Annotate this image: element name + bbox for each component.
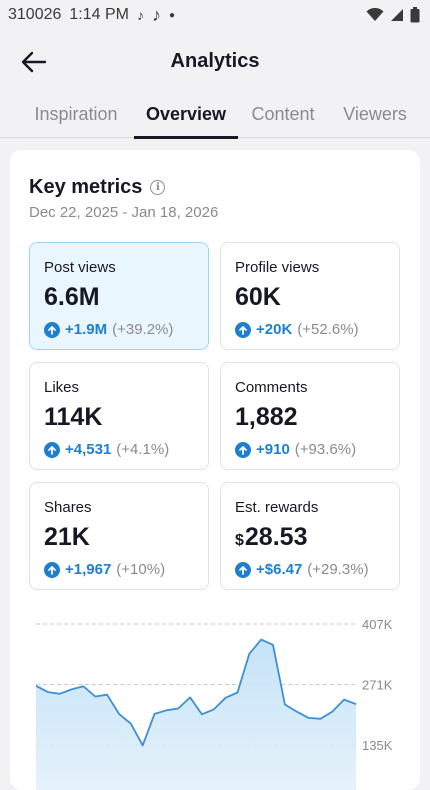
area-fill: [36, 640, 356, 790]
status-right: [366, 7, 420, 23]
key-metrics-heading: Key metrics i: [29, 176, 165, 199]
metric-delta: +20K (+52.6%): [235, 321, 359, 338]
status-time: 1:14 PM: [69, 6, 129, 24]
arrow-up-icon: [44, 442, 60, 458]
metric-value-text: 28.53: [245, 523, 308, 552]
date-range: Dec 22, 2025 - Jan 18, 2026: [29, 204, 218, 221]
tab-viewers[interactable]: Viewers: [341, 92, 409, 138]
info-icon[interactable]: i: [150, 180, 165, 195]
metric-value-text: 60K: [235, 283, 281, 312]
status-bar: 310026 1:14 PM ♪ ♪ ●: [0, 0, 430, 30]
delta-absolute: +$6.47: [256, 561, 302, 578]
metric-value-text: 1,882: [235, 403, 298, 432]
battery-icon: [410, 7, 420, 23]
delta-percent: (+29.3%): [307, 561, 368, 578]
wifi-icon: [366, 8, 384, 22]
page-title: Analytics: [171, 50, 260, 73]
metric-delta: +1.9M (+39.2%): [44, 321, 173, 338]
metric-comments[interactable]: Comments 1,882 +910 (+93.6%): [220, 362, 400, 470]
metric-label: Post views: [44, 259, 116, 276]
arrow-up-icon: [44, 322, 60, 338]
metric-value-text: 21K: [44, 523, 90, 552]
metric-delta: +$6.47 (+29.3%): [235, 561, 369, 578]
metric-profile-views[interactable]: Profile views 60K +20K (+52.6%): [220, 242, 400, 350]
arrow-up-icon: [235, 322, 251, 338]
metric-value: $28.53: [235, 523, 307, 552]
metric-value-text: 6.6M: [44, 283, 100, 312]
metric-delta: +910 (+93.6%): [235, 441, 356, 458]
metric-value: 1,882: [235, 403, 298, 432]
y-tick-label: 135K: [362, 738, 393, 753]
metric-post-views[interactable]: Post views 6.6M +1.9M (+39.2%): [29, 242, 209, 350]
tab-content[interactable]: Content: [249, 92, 317, 138]
tiktok-logo-icon: ♪: [152, 5, 161, 26]
metric-delta: +4,531 (+4.1%): [44, 441, 169, 458]
metric-value: 60K: [235, 283, 281, 312]
delta-percent: (+52.6%): [297, 321, 358, 338]
delta-absolute: +20K: [256, 321, 292, 338]
metric-likes[interactable]: Likes 114K +4,531 (+4.1%): [29, 362, 209, 470]
delta-percent: (+39.2%): [112, 321, 173, 338]
tiktok-notification-icon: ♪: [137, 7, 144, 23]
arrow-left-icon: [21, 51, 47, 73]
arrow-up-icon: [44, 562, 60, 578]
delta-percent: (+4.1%): [116, 441, 169, 458]
metric-label: Est. rewards: [235, 499, 318, 516]
metric-label: Comments: [235, 379, 308, 396]
arrow-up-icon: [235, 442, 251, 458]
tab-bar: Inspiration Overview Content Viewers: [0, 92, 430, 138]
y-tick-label: 271K: [362, 678, 393, 693]
delta-absolute: +4,531: [65, 441, 111, 458]
carrier-text: 310026: [8, 6, 61, 24]
delta-percent: (+10%): [116, 561, 165, 578]
metric-value: 21K: [44, 523, 90, 552]
currency-symbol: $: [235, 532, 244, 550]
tab-overview[interactable]: Overview: [134, 92, 238, 138]
key-metrics-title: Key metrics: [29, 176, 142, 199]
metric-est-rewards[interactable]: Est. rewards $28.53 +$6.47 (+29.3%): [220, 482, 400, 590]
delta-percent: (+93.6%): [295, 441, 356, 458]
delta-absolute: +910: [256, 441, 290, 458]
metric-value: 6.6M: [44, 283, 100, 312]
metric-delta: +1,967 (+10%): [44, 561, 165, 578]
metric-value-text: 114K: [44, 403, 102, 432]
metric-shares[interactable]: Shares 21K +1,967 (+10%): [29, 482, 209, 590]
metric-label: Profile views: [235, 259, 319, 276]
metric-label: Shares: [44, 499, 92, 516]
back-button[interactable]: [18, 46, 50, 78]
key-metrics-card: Key metrics i Dec 22, 2025 - Jan 18, 202…: [10, 150, 420, 790]
arrow-up-icon: [235, 562, 251, 578]
post-views-chart: 407K 271K 135K: [10, 610, 420, 790]
status-left: 310026 1:14 PM ♪ ♪ ●: [8, 5, 175, 26]
metric-value: 114K: [44, 403, 102, 432]
dot-icon: ●: [169, 10, 175, 21]
delta-absolute: +1.9M: [65, 321, 107, 338]
tab-inspiration[interactable]: Inspiration: [31, 92, 121, 138]
y-tick-label: 407K: [362, 617, 393, 632]
signal-icon: [390, 8, 404, 22]
delta-absolute: +1,967: [65, 561, 111, 578]
metric-label: Likes: [44, 379, 79, 396]
app-header: Analytics: [0, 30, 430, 92]
